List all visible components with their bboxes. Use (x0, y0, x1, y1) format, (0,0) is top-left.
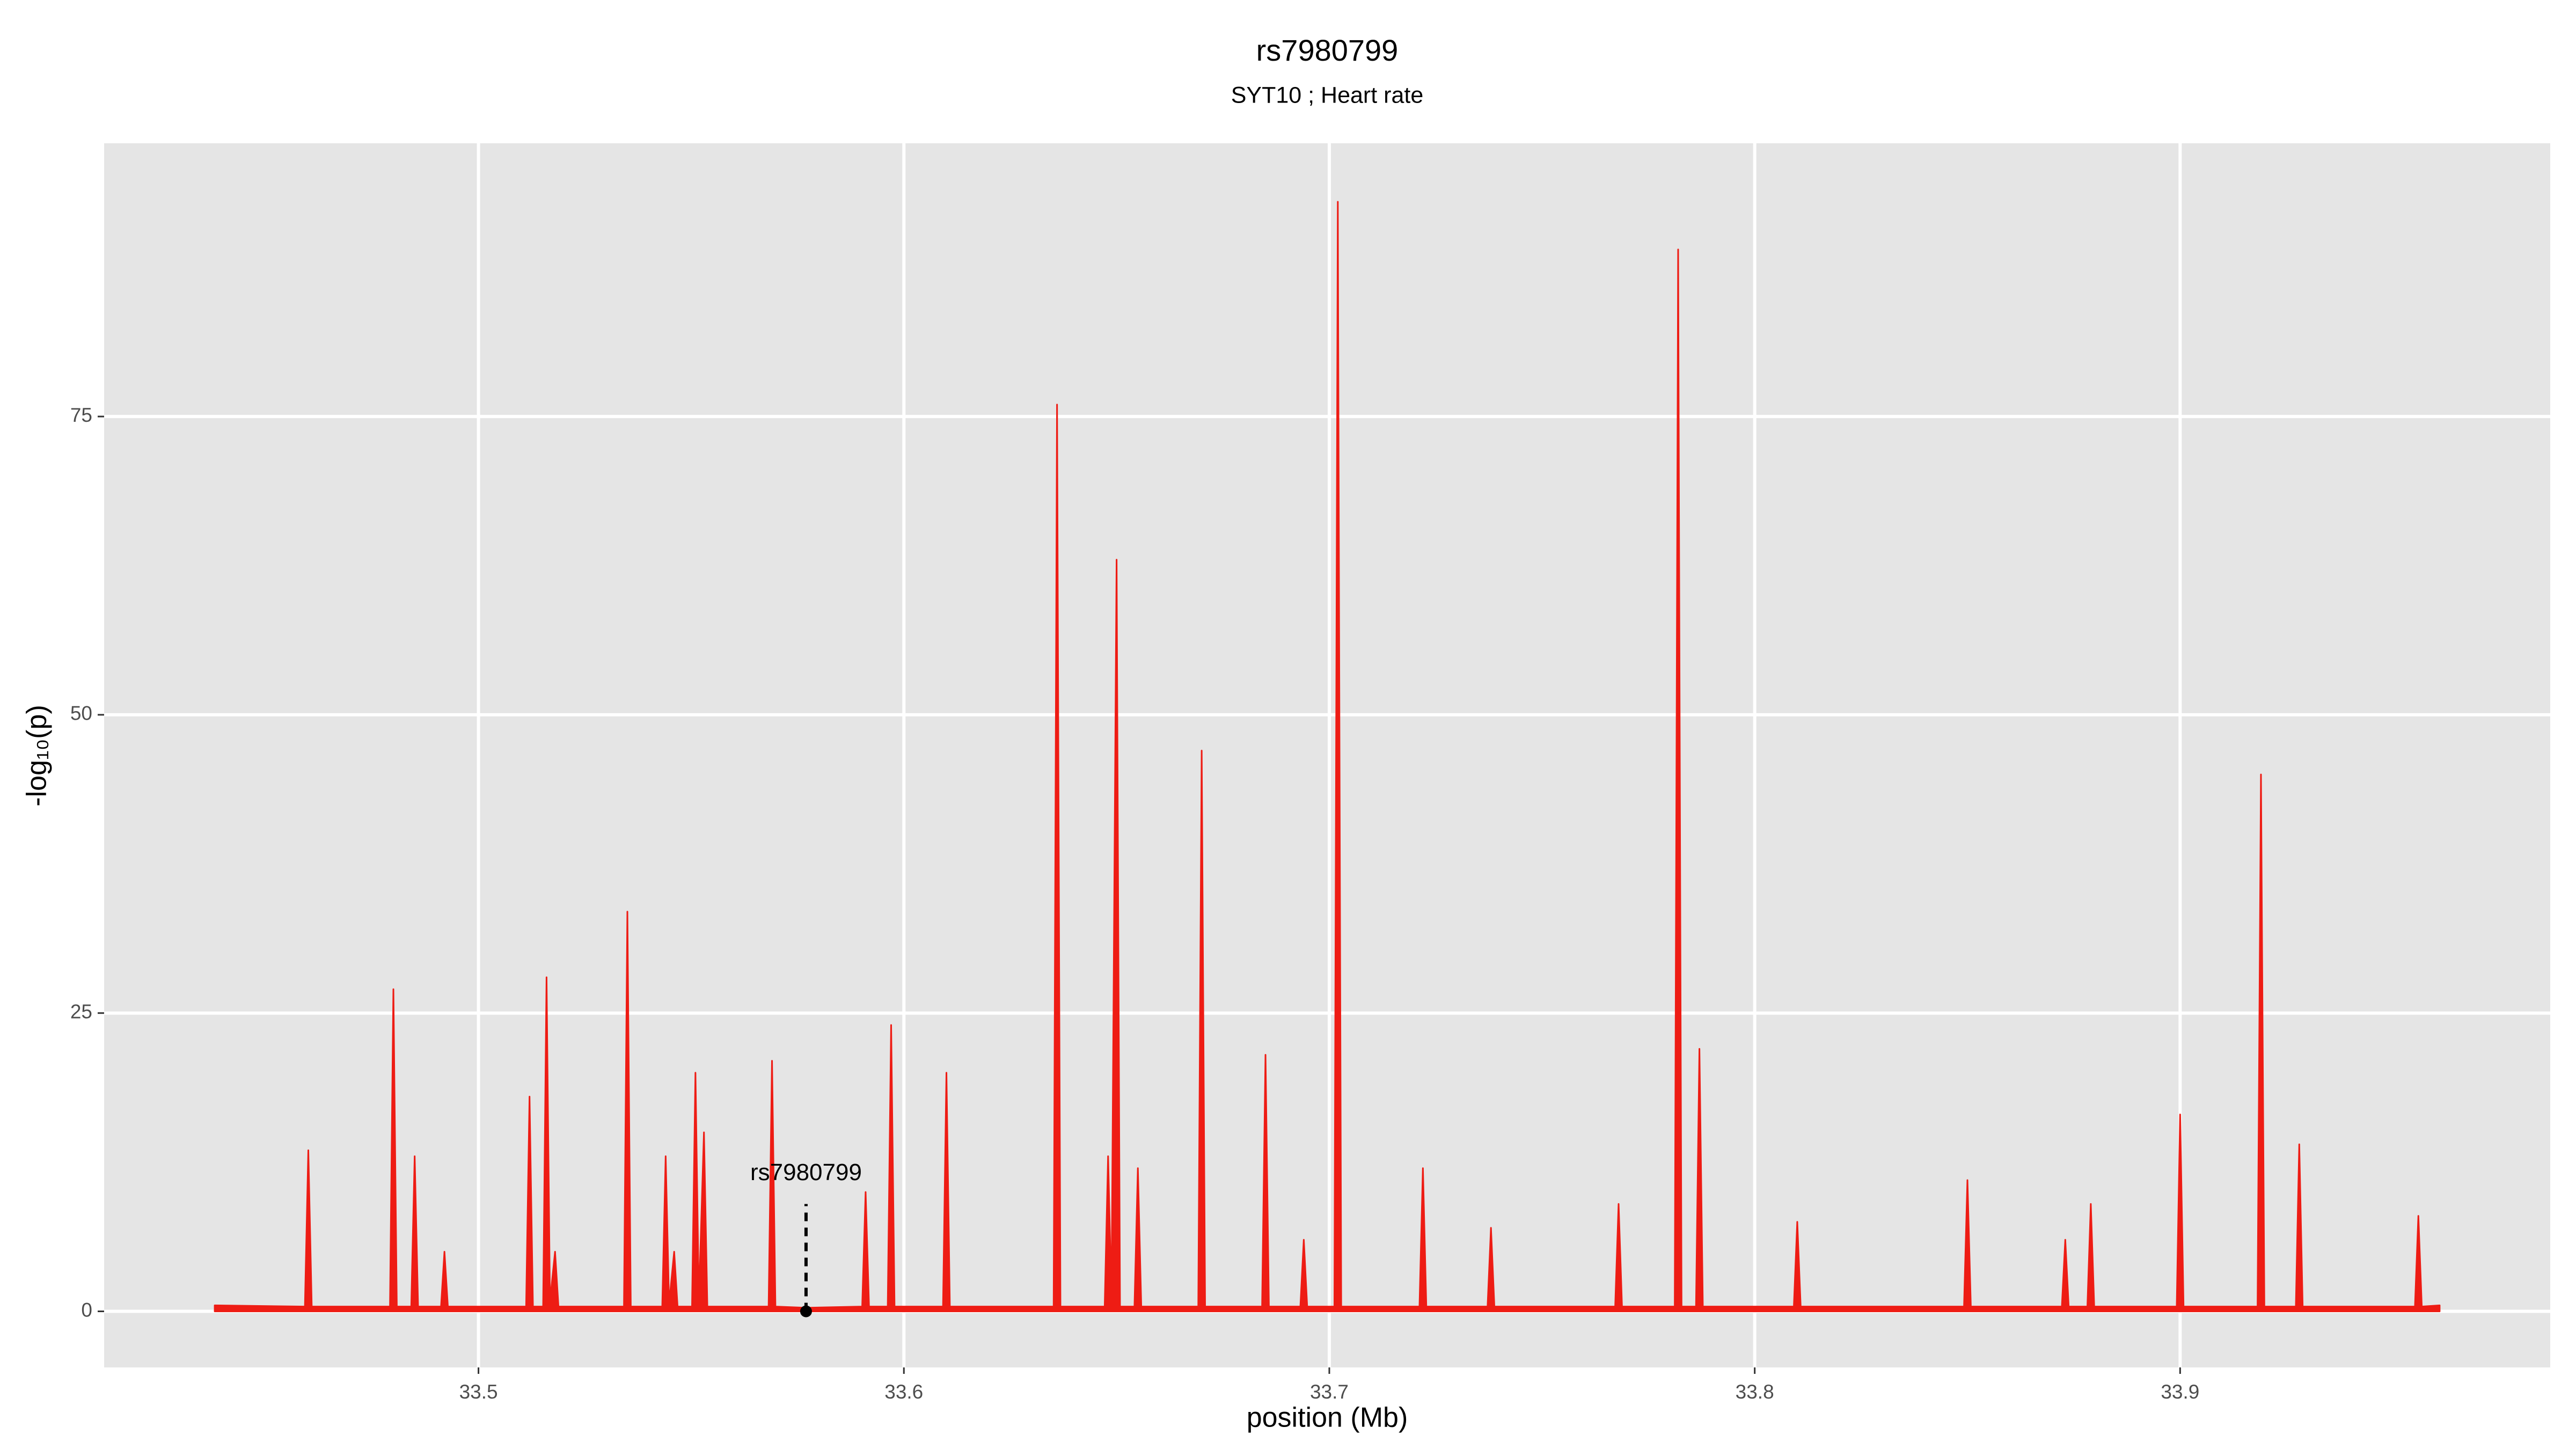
annotation-point (800, 1305, 812, 1318)
chart-title: rs7980799 (1256, 33, 1399, 67)
annotation-label: rs7980799 (750, 1159, 862, 1185)
x-tick-label: 33.7 (1310, 1381, 1349, 1403)
x-tick-label: 33.8 (1736, 1381, 1774, 1403)
x-tick-label: 33.5 (459, 1381, 498, 1403)
y-tick-label: 50 (70, 702, 92, 724)
chart-subtitle: SYT10 ; Heart rate (1231, 82, 1424, 108)
area (214, 201, 2441, 1313)
x-axis-label: position (Mb) (1247, 1402, 1408, 1433)
plot-panel (104, 143, 2550, 1367)
y-tick-label: 25 (70, 1000, 92, 1022)
y-axis-label: -log₁₀(p) (21, 705, 53, 806)
x-tick-label: 33.9 (2161, 1381, 2199, 1403)
x-tick-label: 33.6 (884, 1381, 923, 1403)
y-tick-label: 0 (81, 1299, 92, 1321)
y-tick-label: 75 (70, 404, 92, 426)
